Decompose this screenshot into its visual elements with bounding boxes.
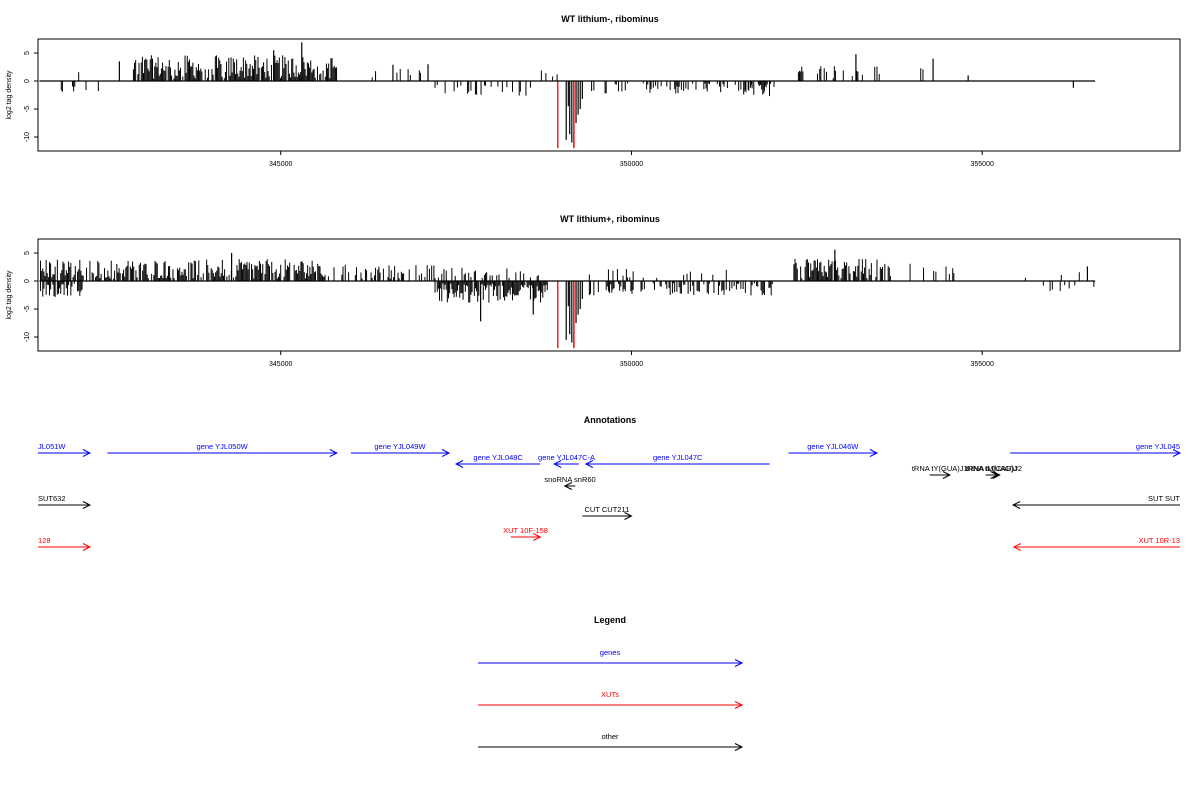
plot-frame: [37, 38, 1181, 152]
feature-arrowhead: [869, 449, 879, 457]
feature-arrowhead: [82, 449, 92, 457]
x-tick-label: 350000: [620, 361, 643, 368]
feature-arrowhead: [82, 543, 92, 551]
y-tick-label: 5: [24, 251, 31, 255]
panel-title: WT lithium-, ribominus: [561, 14, 659, 24]
feature-label: XUT 10F-158: [503, 526, 548, 535]
feature-label: JL051W: [38, 442, 66, 451]
x-axis: 345000 350000 355000: [269, 351, 994, 368]
y-tick-label: -5: [24, 306, 31, 312]
plot-frame: [37, 238, 1181, 352]
track-panel-lithium-plus: WT lithium+, ribominus log2 tag density …: [6, 214, 1181, 368]
feature-arrowhead: [624, 512, 633, 520]
y-axis: 5 0 -5 -10: [24, 51, 38, 142]
legend-arrowhead: [734, 743, 744, 751]
x-tick-label: 355000: [971, 361, 994, 368]
feature-arrowhead: [553, 460, 562, 468]
x-tick-label: 345000: [269, 361, 292, 368]
legend-arrowhead: [734, 701, 744, 709]
feature-label: 128: [38, 536, 51, 545]
y-tick-label: -5: [24, 106, 31, 112]
y-tick-label: -10: [24, 332, 31, 342]
signal-bars: [39, 42, 1096, 149]
feature-label: CUT CUT211: [585, 505, 630, 514]
annotations-title: Annotations: [584, 415, 637, 425]
feature-label: gene YJL047C-A: [538, 453, 595, 462]
legend-title: Legend: [594, 615, 626, 625]
feature-arrowhead: [584, 460, 594, 468]
legend-label: genes: [600, 648, 621, 657]
feature-label: tRNA tM(CAU)J2: [965, 464, 1022, 473]
signal-bars: [39, 249, 1096, 349]
feature-arrowhead: [1011, 501, 1021, 509]
annotations-panel: Annotations JL051W gene YJL050W gene YJL04…: [38, 415, 1182, 551]
feature-label: gene YJL046W: [807, 442, 859, 451]
x-tick-label: 345000: [269, 161, 292, 168]
legend-label: XUTs: [601, 690, 619, 699]
feature-arrowhead: [82, 501, 92, 509]
feature-arrowhead: [329, 449, 338, 457]
annotation-features: JL051W gene YJL050W gene YJL049W gene YJL04…: [38, 442, 1182, 551]
feature-label: SUT632: [38, 494, 66, 503]
feature-arrowhead: [441, 449, 451, 457]
y-axis: 5 0 -5 -10: [24, 251, 38, 342]
feature-label: gene YJL050W: [197, 442, 249, 451]
legend-items: genes XUTs other: [478, 648, 744, 751]
feature-arrowhead: [1012, 543, 1021, 551]
feature-arrowhead: [563, 482, 573, 490]
feature-label: XUT 10R-13: [1138, 536, 1180, 545]
legend-arrowhead: [734, 659, 744, 667]
y-axis-label: log2 tag density: [6, 70, 13, 120]
feature-label: gene YJL047C: [653, 453, 703, 462]
track-panel-lithium-minus: WT lithium-, ribominus log2 tag density …: [6, 14, 1181, 168]
feature-label: gene YJL045: [1136, 442, 1180, 451]
legend-label: other: [601, 732, 619, 741]
x-tick-label: 350000: [620, 161, 643, 168]
feature-arrowhead: [942, 471, 952, 479]
feature-label: tRNA tY(GUA)J1: [912, 464, 968, 473]
x-tick-label: 355000: [971, 161, 994, 168]
y-tick-label: 0: [24, 279, 31, 283]
feature-label: SUT SUT: [1148, 494, 1180, 503]
feature-arrowhead: [992, 471, 1001, 479]
feature-arrowhead: [454, 460, 464, 468]
y-tick-label: 0: [24, 79, 31, 83]
feature-label: gene YJL048C: [473, 453, 523, 462]
feature-arrowhead: [533, 533, 542, 541]
y-tick-label: -10: [24, 132, 31, 142]
feature-arrowhead: [1172, 449, 1182, 457]
feature-label: gene YJL049W: [374, 442, 426, 451]
feature-label: snoRNA snR60: [544, 475, 595, 484]
legend-panel: Legend genes XUTs other: [478, 615, 744, 751]
feature-label: tRNA tL(UAG)J: [966, 464, 1017, 473]
panel-title: WT lithium+, ribominus: [560, 214, 660, 224]
y-axis-label: log2 tag density: [6, 270, 13, 320]
y-tick-label: 5: [24, 51, 31, 55]
x-axis: 345000 350000 355000: [269, 151, 994, 168]
